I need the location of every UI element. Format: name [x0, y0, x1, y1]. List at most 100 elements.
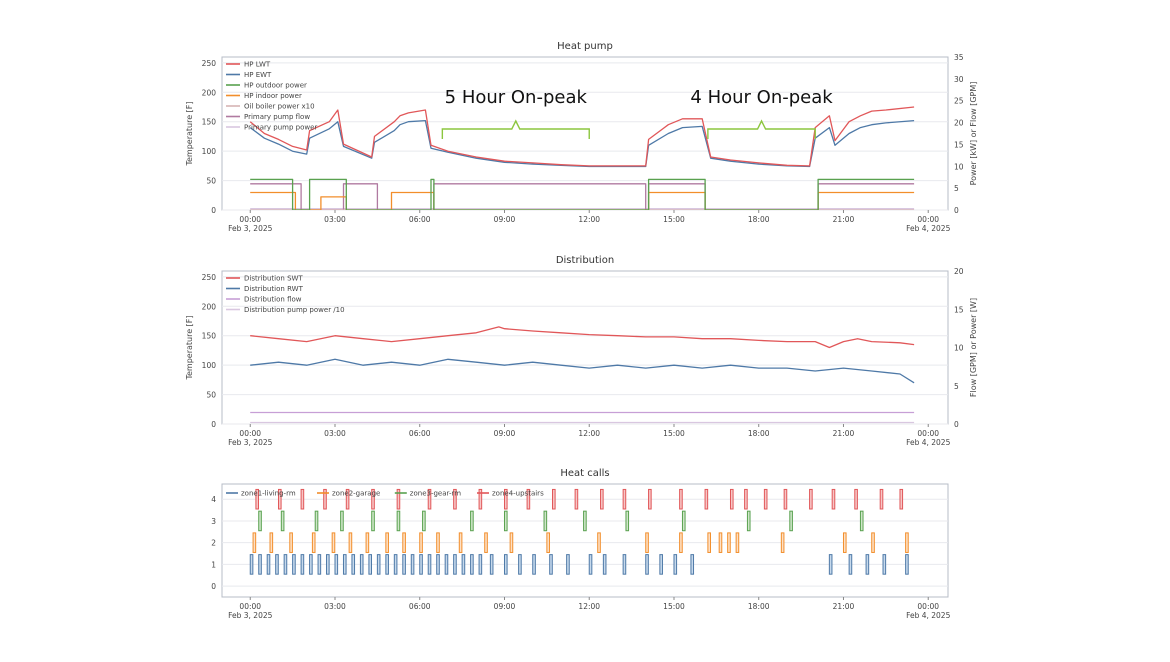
- heat-call-bar-zone4-upstairs: [600, 488, 604, 510]
- heat-call-bar-zone1-living-rm: [828, 554, 833, 575]
- heat-call-bar-zone2-garage: [331, 532, 336, 553]
- x-tick-date: Feb 3, 2025: [228, 611, 273, 620]
- heat-call-bar-zone1-living-rm: [359, 554, 364, 575]
- y-tick-label: 250: [202, 273, 217, 282]
- heat-call-bar-zone4-upstairs: [277, 488, 282, 510]
- heat-call-bar-zone1-living-rm: [283, 554, 288, 575]
- series-line-hp-outdoor-power: [250, 178, 915, 210]
- heat-call-bar-zone1-living-rm: [478, 554, 483, 575]
- heat-call-bar-zone1-living-rm: [275, 554, 279, 575]
- heat-call-bar-zone3-gear-rm: [470, 510, 474, 532]
- y-axis-label: Temperature [F]: [185, 315, 194, 380]
- y-tick-label: 50: [206, 391, 216, 400]
- heat-call-bar-zone4-upstairs: [300, 488, 305, 510]
- series-lines: [250, 326, 915, 424]
- heat-call-bar-zone2-garage: [289, 532, 293, 553]
- heat-call-bar-zone1-living-rm: [690, 554, 695, 575]
- legend-label-zone1-living-rm: zone1-living-rm: [241, 490, 296, 498]
- heat-call-bar-zone1-living-rm: [427, 554, 432, 575]
- heat-call-bar-zone4-upstairs: [704, 488, 709, 510]
- legend-label-zone2-garage: zone2-garage: [332, 490, 380, 498]
- y-tick-label: 2: [211, 539, 216, 548]
- legend-label-primary-pump-flow: Primary pump flow: [244, 113, 310, 121]
- legend-label-distribution-rwt: Distribution RWT: [244, 285, 304, 293]
- heat-call-bar-zone2-garage: [436, 532, 440, 553]
- heat-call-bar-zone1-living-rm: [659, 554, 663, 575]
- x-tick-date: Feb 4, 2025: [906, 224, 951, 233]
- x-tick-label: 21:00: [833, 429, 855, 438]
- heat-call-bars: [249, 488, 909, 575]
- series-line-distribution-swt: [250, 326, 915, 349]
- x-tick-label: 18:00: [748, 215, 770, 224]
- heat-call-bar-zone3-gear-rm: [583, 510, 587, 532]
- x-tick-date: Feb 3, 2025: [228, 224, 273, 233]
- annotation-5-hour-on-peak: 5 Hour On-peak: [441, 87, 590, 139]
- y2-tick-label: 10: [954, 162, 964, 171]
- x-tick-label: 00:00: [239, 215, 261, 224]
- heat-call-bar-zone1-living-rm: [549, 554, 553, 575]
- series-line-hp-ewt: [249, 119, 915, 168]
- x-tick-label: 03:00: [324, 602, 346, 611]
- heat-call-bar-zone3-gear-rm: [371, 510, 375, 532]
- legend-label-zone3-gear-rm: zone3-gear-rm: [410, 490, 461, 498]
- heat-call-bar-zone1-living-rm: [532, 554, 536, 575]
- panel-heat-pump: Heat pump 0 50 100 150 200 250 0 5 10 15 20 25 30 35 00…: [185, 41, 978, 233]
- heat-call-bar-zone2-garage: [842, 532, 847, 553]
- x-tick-label: 03:00: [324, 429, 346, 438]
- heat-call-bar-zone4-upstairs: [854, 488, 858, 510]
- plot-frame: [221, 56, 949, 211]
- plot-frame: [221, 270, 949, 425]
- heat-call-bar-zone2-garage: [402, 532, 406, 553]
- x-tick-date: Feb 4, 2025: [906, 438, 951, 447]
- heat-call-bar-zone1-living-rm: [402, 554, 406, 575]
- heat-call-bar-zone1-living-rm: [489, 554, 494, 575]
- annotation-brace: [441, 119, 590, 139]
- heat-call-bar-zone2-garage: [718, 532, 723, 553]
- heat-call-bar-zone1-living-rm: [376, 554, 381, 575]
- y-tick-label: 3: [211, 517, 216, 526]
- x-tick-date: Feb 4, 2025: [906, 611, 951, 620]
- x-tick-label: 21:00: [833, 215, 855, 224]
- x-tick-label: 06:00: [409, 602, 431, 611]
- heat-call-bar-zone4-upstairs: [396, 488, 401, 510]
- heat-call-bar-zone4-upstairs: [648, 488, 652, 510]
- y2-tick-label: 35: [954, 53, 964, 62]
- heat-call-bar-zone3-gear-rm: [859, 510, 864, 532]
- y2-tick-label: 15: [954, 140, 964, 149]
- y-tick-label: 150: [202, 332, 217, 341]
- legend: Distribution SWT Distribution RWT Distribu…: [226, 275, 345, 314]
- heat-call-bar-zone4-upstairs: [831, 488, 836, 510]
- y-tick-label: 50: [206, 177, 216, 186]
- heat-call-bar-zone1-living-rm: [292, 554, 296, 575]
- heat-call-bar-zone3-gear-rm: [396, 510, 401, 532]
- heat-call-bar-zone2-garage: [348, 532, 353, 553]
- series-line-hp-lwt: [249, 106, 915, 167]
- y-tick-label: 0: [211, 582, 216, 591]
- heat-call-bar-zone1-living-rm: [266, 554, 271, 575]
- heat-call-bar-zone2-garage: [311, 532, 316, 553]
- heat-call-bar-zone1-living-rm: [461, 554, 466, 575]
- heat-call-bar-zone3-gear-rm: [258, 510, 262, 532]
- legend-label-hp-lwt: HP LWT: [244, 61, 271, 69]
- x-tick-label: 03:00: [324, 215, 346, 224]
- heat-call-bar-zone4-upstairs: [526, 488, 531, 510]
- heat-call-bar-zone1-living-rm: [645, 554, 649, 575]
- heat-call-bar-zone3-gear-rm: [340, 510, 344, 532]
- legend-label-distribution-pump-power-10: Distribution pump power /10: [244, 306, 345, 314]
- heat-call-bar-zone3-gear-rm: [681, 510, 686, 532]
- heat-call-bar-zone2-garage: [419, 532, 423, 553]
- legend-label-oil-boiler-power-x10: Oil boiler power x10: [244, 103, 315, 111]
- legend-label-hp-outdoor-power: HP outdoor power: [244, 82, 307, 90]
- heat-call-bar-zone2-garage: [905, 532, 909, 553]
- x-tick-label: 15:00: [663, 215, 685, 224]
- heat-call-bar-zone2-garage: [269, 532, 274, 553]
- heat-call-bar-zone4-upstairs: [323, 488, 327, 510]
- y2-tick-label: 0: [954, 420, 959, 429]
- heat-call-bar-zone4-upstairs: [427, 488, 432, 510]
- heat-call-bar-zone1-living-rm: [309, 554, 313, 575]
- heat-call-bar-zone1-living-rm: [385, 554, 389, 575]
- heat-call-bar-zone3-gear-rm: [280, 510, 285, 532]
- x-tick-label: 15:00: [663, 602, 685, 611]
- heat-call-bar-zone1-living-rm: [258, 554, 262, 575]
- series-line-distribution-rwt: [250, 358, 915, 384]
